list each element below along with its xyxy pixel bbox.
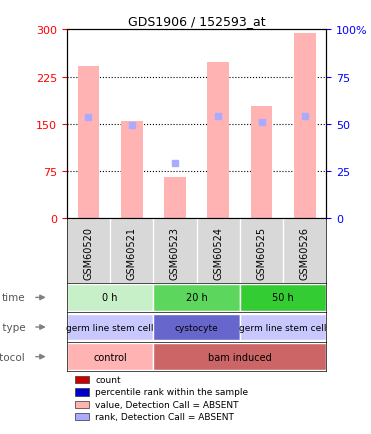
Text: GSM60521: GSM60521 [127,226,137,279]
Bar [75,376,89,383]
Text: GSM60526: GSM60526 [300,226,310,279]
Text: GSM60520: GSM60520 [83,226,93,279]
Text: GSM60525: GSM60525 [257,226,266,279]
Bar [67,344,153,370]
Bar [153,344,326,370]
Bar [153,314,240,341]
Title: GDS1906 / 152593_at: GDS1906 / 152593_at [128,15,265,28]
Text: germ line stem cell: germ line stem cell [66,323,154,332]
Bar [75,388,89,396]
Text: GSM60524: GSM60524 [213,226,223,279]
Text: percentile rank within the sample: percentile rank within the sample [95,388,249,397]
Bar [294,33,316,218]
Bar [164,178,186,218]
Text: protocol: protocol [0,352,25,362]
Text: value, Detection Call = ABSENT: value, Detection Call = ABSENT [95,400,239,409]
Bar [78,67,99,218]
Text: germ line stem cell: germ line stem cell [239,323,327,332]
Text: count: count [95,375,121,384]
Text: 20 h: 20 h [186,293,207,302]
Bar [240,284,326,311]
Text: cystocyte: cystocyte [175,323,219,332]
Text: rank, Detection Call = ABSENT: rank, Detection Call = ABSENT [95,412,234,421]
Bar [240,314,326,341]
Text: control: control [93,352,127,362]
Bar [67,284,153,311]
Bar [121,121,142,218]
Text: time: time [1,293,25,302]
Bar [153,284,240,311]
Text: cell type: cell type [0,322,25,332]
Bar [207,63,229,218]
Bar [67,314,153,341]
Text: GSM60523: GSM60523 [170,226,180,279]
Bar [251,107,272,218]
Text: 50 h: 50 h [272,293,294,302]
Text: bam induced: bam induced [208,352,272,362]
Bar [75,413,89,421]
Bar [75,401,89,408]
Text: 0 h: 0 h [102,293,118,302]
